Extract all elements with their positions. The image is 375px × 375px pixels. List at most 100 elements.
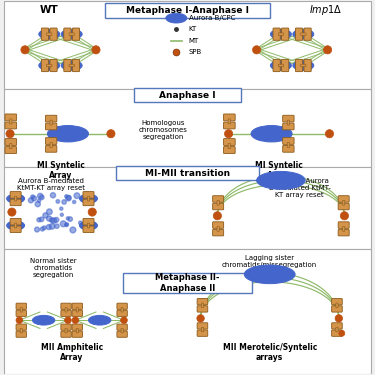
Text: Lagging sister
chromatids/missegregation: Lagging sister chromatids/missegregation bbox=[222, 255, 317, 268]
FancyBboxPatch shape bbox=[72, 324, 82, 330]
FancyBboxPatch shape bbox=[72, 331, 82, 337]
FancyBboxPatch shape bbox=[46, 64, 52, 67]
FancyBboxPatch shape bbox=[135, 88, 240, 102]
FancyBboxPatch shape bbox=[332, 323, 342, 329]
FancyBboxPatch shape bbox=[83, 219, 94, 225]
Circle shape bbox=[92, 46, 100, 54]
FancyBboxPatch shape bbox=[4, 249, 370, 374]
Circle shape bbox=[16, 317, 23, 324]
FancyBboxPatch shape bbox=[338, 230, 349, 236]
FancyBboxPatch shape bbox=[5, 114, 16, 121]
Circle shape bbox=[34, 227, 39, 232]
FancyBboxPatch shape bbox=[64, 28, 71, 40]
FancyBboxPatch shape bbox=[87, 196, 90, 201]
FancyBboxPatch shape bbox=[69, 64, 74, 67]
FancyBboxPatch shape bbox=[41, 28, 49, 40]
Text: MII Merotelic/Syntelic
arrays: MII Merotelic/Syntelic arrays bbox=[222, 343, 317, 362]
FancyBboxPatch shape bbox=[282, 59, 289, 72]
Text: MT: MT bbox=[189, 38, 199, 44]
FancyBboxPatch shape bbox=[5, 139, 16, 146]
FancyBboxPatch shape bbox=[117, 331, 127, 337]
FancyBboxPatch shape bbox=[273, 28, 280, 40]
FancyBboxPatch shape bbox=[228, 119, 231, 124]
FancyBboxPatch shape bbox=[338, 222, 349, 228]
Circle shape bbox=[335, 315, 342, 322]
FancyBboxPatch shape bbox=[46, 33, 52, 35]
FancyBboxPatch shape bbox=[69, 33, 74, 35]
Text: MI Syntelic
Array: MI Syntelic Array bbox=[36, 160, 84, 180]
Ellipse shape bbox=[256, 171, 305, 189]
Text: Metaphase II-
Anaphase II: Metaphase II- Anaphase II bbox=[155, 273, 220, 292]
Ellipse shape bbox=[61, 61, 82, 70]
FancyBboxPatch shape bbox=[336, 303, 338, 307]
FancyBboxPatch shape bbox=[283, 138, 294, 144]
Circle shape bbox=[28, 198, 33, 203]
FancyBboxPatch shape bbox=[282, 28, 289, 40]
Circle shape bbox=[46, 225, 51, 230]
Circle shape bbox=[38, 194, 43, 199]
FancyBboxPatch shape bbox=[10, 226, 21, 232]
Circle shape bbox=[39, 195, 44, 200]
FancyBboxPatch shape bbox=[10, 119, 12, 124]
Ellipse shape bbox=[270, 61, 291, 70]
Circle shape bbox=[31, 195, 34, 199]
FancyBboxPatch shape bbox=[332, 306, 342, 312]
Circle shape bbox=[8, 208, 16, 216]
FancyBboxPatch shape bbox=[64, 59, 71, 72]
FancyBboxPatch shape bbox=[50, 120, 52, 125]
FancyBboxPatch shape bbox=[16, 331, 26, 337]
Circle shape bbox=[79, 221, 82, 225]
Circle shape bbox=[252, 46, 261, 54]
FancyBboxPatch shape bbox=[117, 324, 127, 330]
FancyBboxPatch shape bbox=[61, 303, 71, 309]
Circle shape bbox=[66, 217, 69, 220]
FancyBboxPatch shape bbox=[61, 310, 71, 316]
Circle shape bbox=[38, 199, 40, 202]
FancyBboxPatch shape bbox=[50, 142, 52, 147]
Circle shape bbox=[62, 200, 66, 204]
FancyBboxPatch shape bbox=[5, 147, 16, 153]
Ellipse shape bbox=[270, 29, 291, 39]
FancyBboxPatch shape bbox=[336, 327, 338, 332]
FancyBboxPatch shape bbox=[201, 327, 204, 332]
FancyBboxPatch shape bbox=[50, 59, 57, 72]
FancyBboxPatch shape bbox=[72, 28, 80, 40]
FancyBboxPatch shape bbox=[72, 303, 82, 309]
FancyBboxPatch shape bbox=[342, 200, 345, 205]
FancyBboxPatch shape bbox=[117, 303, 127, 309]
FancyBboxPatch shape bbox=[117, 310, 127, 316]
Text: Metaphase I-Anaphase I: Metaphase I-Anaphase I bbox=[126, 6, 249, 15]
FancyBboxPatch shape bbox=[105, 3, 270, 18]
Circle shape bbox=[49, 224, 55, 229]
Ellipse shape bbox=[39, 29, 60, 39]
FancyBboxPatch shape bbox=[287, 142, 290, 147]
Ellipse shape bbox=[251, 126, 292, 142]
Circle shape bbox=[66, 195, 71, 201]
FancyBboxPatch shape bbox=[301, 33, 306, 35]
Circle shape bbox=[121, 317, 128, 324]
Text: $\it{Imp1}\Delta$: $\it{Imp1}\Delta$ bbox=[309, 3, 342, 16]
FancyBboxPatch shape bbox=[283, 146, 294, 152]
Circle shape bbox=[324, 46, 332, 54]
Circle shape bbox=[40, 227, 44, 231]
Circle shape bbox=[107, 130, 115, 138]
FancyBboxPatch shape bbox=[45, 138, 57, 144]
FancyBboxPatch shape bbox=[83, 199, 94, 206]
FancyBboxPatch shape bbox=[20, 328, 22, 333]
FancyBboxPatch shape bbox=[278, 33, 284, 35]
Circle shape bbox=[46, 209, 52, 214]
Circle shape bbox=[70, 227, 76, 233]
FancyBboxPatch shape bbox=[76, 308, 78, 312]
Text: Aurora B/CPC: Aurora B/CPC bbox=[189, 15, 235, 21]
FancyBboxPatch shape bbox=[65, 308, 67, 312]
Text: MII Amphitelic
Array: MII Amphitelic Array bbox=[40, 343, 103, 362]
FancyBboxPatch shape bbox=[213, 203, 223, 210]
Text: Homologous
chromosomes
segregation: Homologous chromosomes segregation bbox=[139, 120, 188, 140]
Circle shape bbox=[64, 317, 71, 324]
Circle shape bbox=[85, 192, 90, 197]
FancyBboxPatch shape bbox=[41, 59, 49, 72]
FancyBboxPatch shape bbox=[224, 139, 235, 146]
Ellipse shape bbox=[88, 315, 111, 325]
FancyBboxPatch shape bbox=[116, 166, 259, 180]
Circle shape bbox=[72, 200, 76, 204]
